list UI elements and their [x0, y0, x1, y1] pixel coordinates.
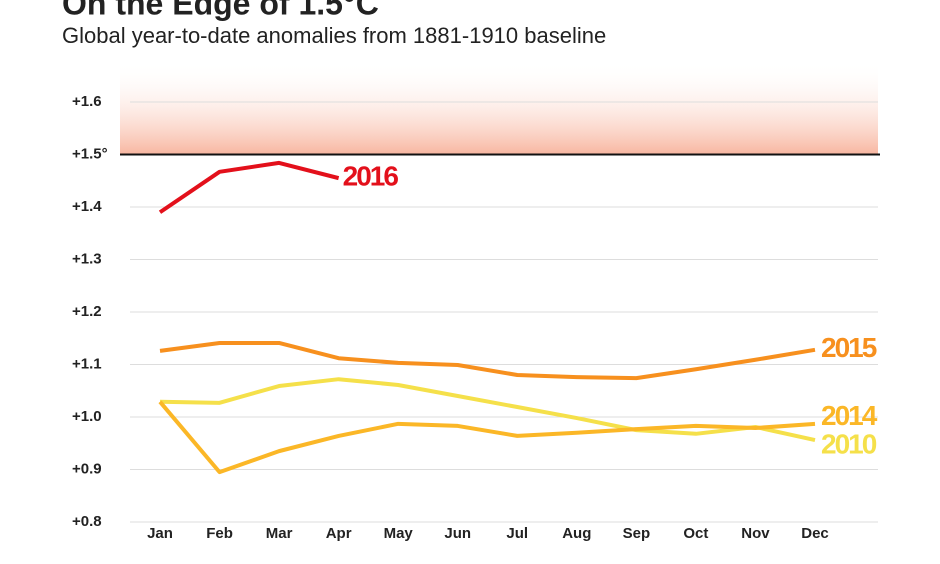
y-tick-label: +0.9	[72, 460, 102, 477]
series-label: 2014	[821, 400, 878, 431]
x-tick-label: Nov	[741, 525, 770, 542]
threshold-zone	[120, 61, 878, 155]
series-label: 2015	[821, 332, 877, 363]
x-tick-label: Apr	[326, 525, 352, 542]
series-label: 2016	[343, 161, 399, 192]
chart-subtitle: Global year-to-date anomalies from 1881-…	[62, 23, 606, 48]
x-tick-label: Oct	[683, 525, 708, 542]
x-tick-label: Jan	[147, 525, 173, 542]
x-tick-label: Jul	[506, 525, 528, 542]
x-tick-label: Sep	[623, 525, 651, 542]
y-tick-label: +1.5°	[72, 145, 108, 162]
y-tick-label: +1.3	[72, 250, 102, 267]
x-tick-label: Feb	[206, 525, 233, 542]
x-tick-label: May	[384, 525, 414, 542]
y-tick-label: +1.0	[72, 408, 102, 425]
x-tick-label: Dec	[801, 525, 829, 542]
series-line	[159, 340, 816, 381]
chart-title: On the Edge of 1.5°C	[62, 0, 379, 21]
y-tick-label: +1.1	[72, 355, 102, 372]
series-line	[159, 377, 816, 443]
series-line	[158, 160, 340, 214]
x-tick-label: Jun	[444, 525, 471, 542]
x-tick-label: Mar	[266, 525, 293, 542]
series-label: 2010	[821, 428, 877, 459]
y-tick-label: +1.4	[72, 198, 102, 215]
y-tick-label: +1.6	[72, 93, 102, 110]
y-tick-label: +0.8	[72, 513, 102, 530]
y-tick-label: +1.2	[72, 303, 102, 320]
x-tick-label: Aug	[562, 525, 591, 542]
series-line	[158, 400, 816, 475]
